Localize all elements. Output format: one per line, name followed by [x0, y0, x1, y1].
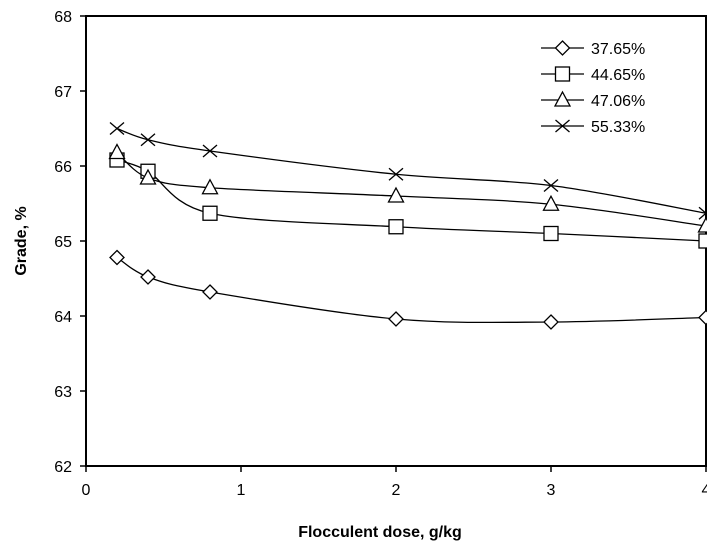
- legend-label: 55.33%: [591, 119, 645, 136]
- series-line: [116, 159, 707, 242]
- legend-item: 47.06%: [541, 90, 645, 110]
- y-tick-label: 64: [54, 309, 72, 326]
- legend: 37.65% 44.65% 47.06% 55.33%: [541, 40, 645, 136]
- legend-item: 37.65%: [541, 40, 645, 58]
- data-point-x: [202, 144, 218, 158]
- data-point-square: [543, 225, 559, 242]
- x-tick-label: 0: [82, 482, 91, 499]
- x-axis-title: Flocculent dose, g/kg: [298, 524, 462, 541]
- data-point-triangle: [697, 216, 707, 233]
- y-tick-label: 63: [54, 384, 72, 401]
- data-point-x: [543, 179, 559, 192]
- data-point-diamond: [698, 309, 707, 326]
- data-point-diamond: [109, 249, 125, 266]
- data-point-diamond: [140, 269, 156, 285]
- series-line: [116, 127, 707, 214]
- legend-label: 44.65%: [591, 67, 645, 84]
- data-point-x: [140, 133, 156, 147]
- data-point-triangle: [139, 168, 157, 185]
- y-tick-label: 62: [54, 459, 72, 476]
- series-triangle: [108, 143, 707, 233]
- legend-item: 44.65%: [541, 66, 645, 84]
- data-point-x: [698, 206, 707, 220]
- series-square: [109, 152, 707, 249]
- data-point-triangle: [387, 186, 405, 203]
- data-point-x: [388, 167, 404, 181]
- series-x: [109, 122, 707, 220]
- series-diamond: [109, 249, 707, 330]
- data-point-triangle: [553, 90, 572, 107]
- series-layer: [108, 122, 707, 330]
- y-axis-title: Grade, %: [13, 206, 30, 275]
- x-axis: 0 1 2 3 4: [82, 466, 707, 499]
- x-tick-label: 4: [702, 482, 707, 499]
- legend-item: 55.33%: [541, 119, 645, 136]
- y-tick-label: 67: [54, 84, 72, 101]
- data-point-diamond: [202, 284, 218, 300]
- legend-label: 37.65%: [591, 41, 645, 58]
- data-point-triangle: [201, 178, 219, 195]
- data-point-triangle: [108, 143, 126, 160]
- y-axis: 62 63 64 65 66 67 68: [54, 9, 86, 476]
- data-point-diamond: [543, 314, 559, 330]
- data-point-diamond: [388, 311, 404, 327]
- y-tick-label: 68: [54, 9, 72, 26]
- y-tick-label: 66: [54, 159, 72, 176]
- data-point-square: [698, 233, 707, 249]
- data-point-square: [554, 66, 571, 82]
- data-point-x: [109, 122, 125, 135]
- y-tick-label: 65: [54, 234, 72, 251]
- x-tick-label: 2: [392, 482, 401, 499]
- x-tick-label: 3: [547, 482, 556, 499]
- data-point-x: [555, 119, 570, 133]
- data-point-triangle: [542, 194, 560, 211]
- data-point-diamond: [554, 40, 571, 56]
- legend-label: 47.06%: [591, 93, 645, 110]
- data-point-square: [388, 219, 404, 235]
- data-point-square: [202, 205, 218, 221]
- x-tick-label: 1: [237, 482, 246, 499]
